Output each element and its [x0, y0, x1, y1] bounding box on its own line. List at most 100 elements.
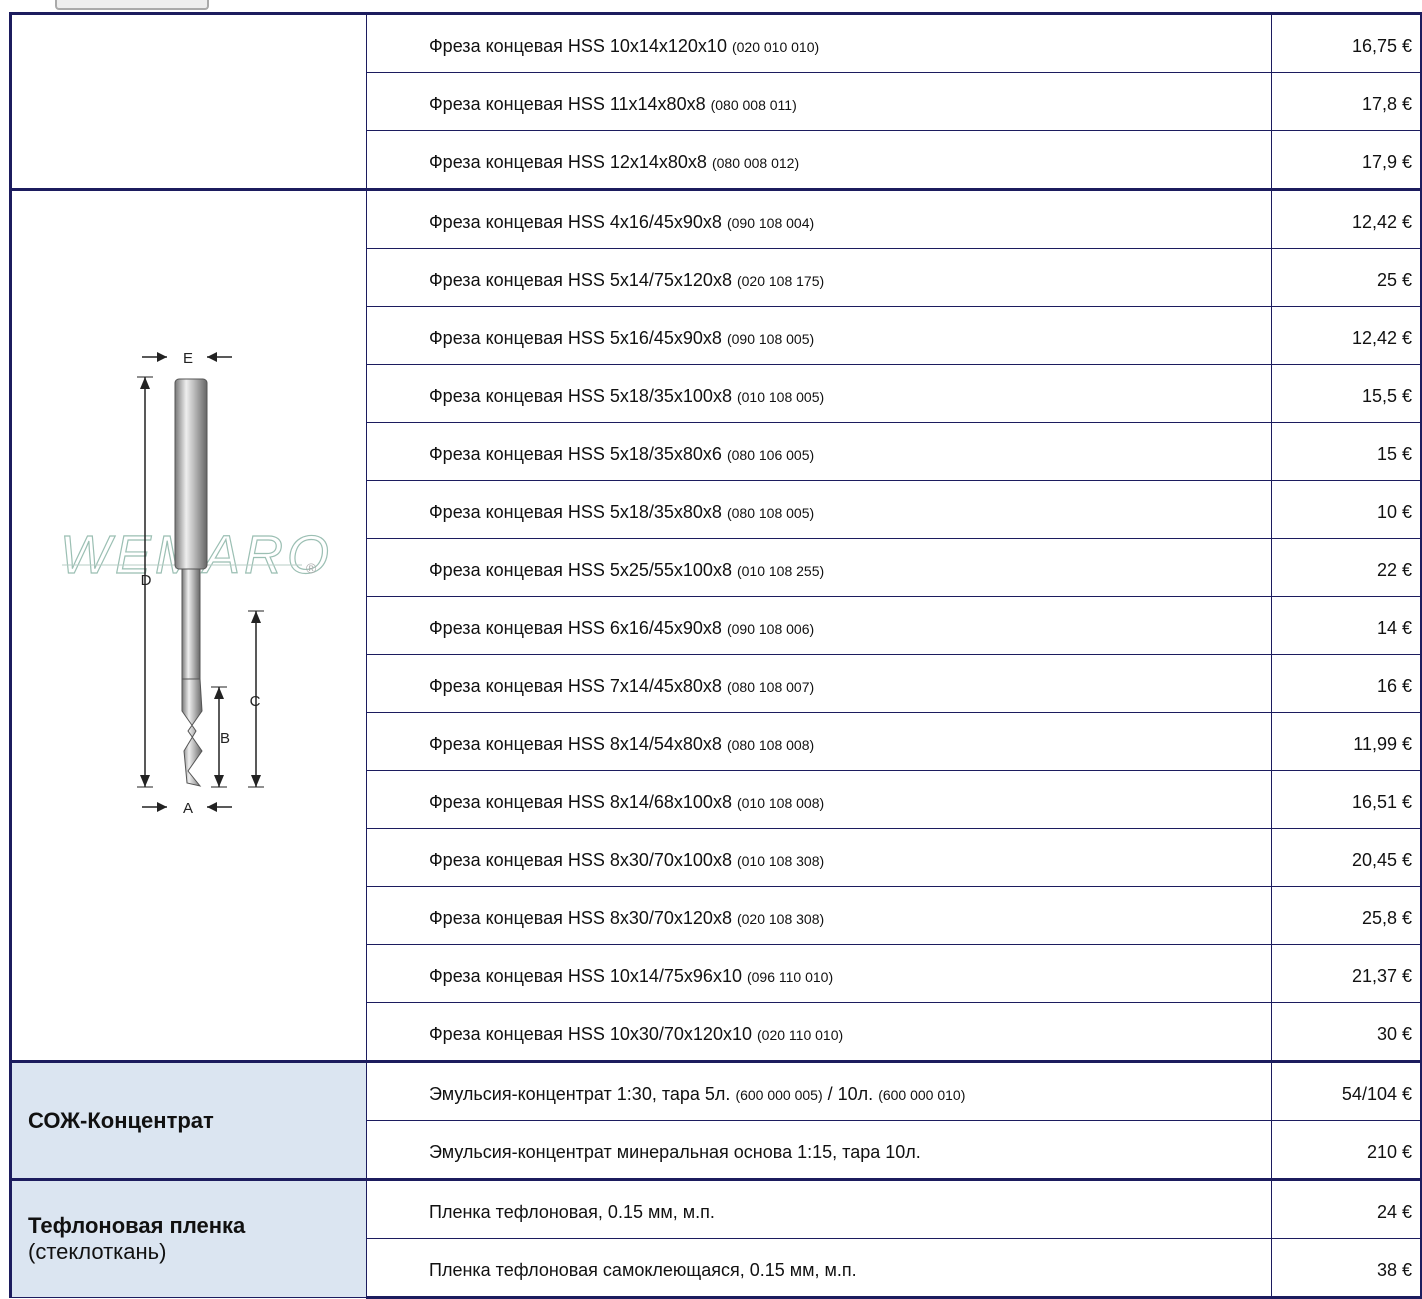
item-name: Фреза концевая HSS 8x30/70x120x8	[429, 908, 732, 928]
item-code: (020 010 010)	[731, 39, 820, 55]
item-name: Фреза концевая HSS 5x18/35x80x8	[429, 502, 722, 522]
item-price: 15,5 €	[1271, 364, 1422, 423]
item-code: (020 108 175)	[736, 273, 825, 289]
dim-label: D	[141, 572, 152, 589]
item-code: (080 008 012)	[711, 155, 800, 171]
item-description: Фреза концевая HSS 5x25/55x100x8 (010 10…	[366, 538, 1272, 597]
group-cell	[9, 12, 367, 190]
item-name: / 10л.	[827, 1084, 874, 1104]
item-name: Фреза концевая HSS 5x25/55x100x8	[429, 560, 732, 580]
item-description: Эмульсия-концентрат минеральная основа 1…	[366, 1120, 1272, 1180]
item-code: (080 108 005)	[726, 505, 815, 521]
item-name: Пленка тефлоновая, 0.15 мм, м.п.	[429, 1202, 715, 1222]
item-price: 16 €	[1271, 654, 1422, 713]
item-price: 15 €	[1271, 422, 1422, 481]
table-row: Фреза концевая HSS 12x14x80x8 (080 008 0…	[11, 130, 1422, 190]
item-description: Фреза концевая HSS 8x30/70x100x8 (010 10…	[366, 828, 1272, 887]
item-price: 12,42 €	[1271, 306, 1422, 365]
item-name: Фреза концевая HSS 8x30/70x100x8	[429, 850, 732, 870]
item-price: 14 €	[1271, 596, 1422, 655]
arrow	[140, 377, 150, 389]
arrow	[251, 611, 261, 623]
item-name: Эмульсия-концентрат минеральная основа 1…	[429, 1142, 921, 1162]
item-description: Фреза концевая HSS 5x16/45x90x8 (090 108…	[366, 306, 1272, 365]
item-code: (020 110 010)	[757, 1027, 844, 1043]
item-description: Фреза концевая HSS 6x16/45x90x8 (090 108…	[366, 596, 1272, 655]
table-row: Фреза концевая HSS 6x16/45x90x8 (090 108…	[11, 596, 1422, 655]
table-row: Фреза концевая HSS 5x16/45x90x8 (090 108…	[11, 306, 1422, 365]
arrow	[140, 775, 150, 787]
table-row: Фреза концевая HSS 5x18/35x80x6 (080 106…	[11, 422, 1422, 481]
item-price: 16,75 €	[1271, 12, 1422, 73]
table-row: Фреза концевая HSS 8x14/68x100x8 (010 10…	[11, 770, 1422, 829]
item-price: 38 €	[1271, 1238, 1422, 1299]
item-code: (010 108 008)	[736, 795, 825, 811]
item-description: Фреза концевая HSS 7x14/45x80x8 (080 108…	[366, 654, 1272, 713]
tab-decoration	[55, 0, 209, 10]
item-description: Фреза концевая HSS 10x30/70x120x10 (020 …	[366, 1002, 1272, 1062]
item-price: 25,8 €	[1271, 886, 1422, 945]
item-code: (010 108 308)	[736, 853, 825, 869]
item-name: Эмульсия-концентрат 1:30, тара 5л.	[429, 1084, 731, 1104]
item-name: Фреза концевая HSS 10x14/75x96x10	[429, 966, 742, 986]
table-row: Фреза концевая HSS 11x14x80x8 (080 008 0…	[11, 72, 1422, 131]
item-description: Фреза концевая HSS 8x14/54x80x8 (080 108…	[366, 712, 1272, 771]
page: Фреза концевая HSS 10x14x120x10 (020 010…	[9, 0, 1422, 1299]
item-price: 54/104 €	[1271, 1060, 1422, 1121]
item-description: Эмульсия-концентрат 1:30, тара 5л. (600 …	[366, 1060, 1272, 1121]
item-price: 12,42 €	[1271, 188, 1422, 249]
item-name: Фреза концевая HSS 8x14/54x80x8	[429, 734, 722, 754]
item-code: (010 108 255)	[736, 563, 825, 579]
item-code: (600 000 010)	[878, 1087, 966, 1103]
table-row: Фреза концевая HSS 8x30/70x100x8 (010 10…	[11, 828, 1422, 887]
item-code: (080 106 005)	[726, 447, 815, 463]
item-price: 17,8 €	[1271, 72, 1422, 131]
item-code: (080 108 008)	[726, 737, 815, 753]
item-description: Пленка тефлоновая самоклеющаяся, 0.15 мм…	[366, 1238, 1272, 1299]
item-code: (096 110 010)	[746, 969, 834, 985]
table-row: Фреза концевая HSS 8x30/70x120x8 (020 10…	[11, 886, 1422, 945]
dim-label: E	[183, 350, 193, 367]
table-row: СОЖ-Концентрат Эмульсия-концентрат 1:30, …	[9, 1060, 1422, 1180]
arrow	[157, 802, 167, 812]
item-price: 22 €	[1271, 538, 1422, 597]
registered-mark: ®	[306, 560, 317, 576]
table-row: Фреза концевая HSS 5x18/35x80x8 (080 108…	[11, 480, 1422, 539]
item-description: Фреза концевая HSS 12x14x80x8 (080 008 0…	[366, 130, 1272, 190]
table-row: Тефлоновая пленка (стеклоткань) Пленка теф…	[9, 1178, 1422, 1298]
item-price: 10 €	[1271, 480, 1422, 539]
item-description: Фреза концевая HSS 10x14x120x10 (020 010…	[366, 12, 1272, 73]
price-table: Фреза концевая HSS 10x14x120x10 (020 010…	[9, 12, 1422, 1299]
item-description: Фреза концевая HSS 8x14/68x100x8 (010 10…	[366, 770, 1272, 829]
item-price: 25 €	[1271, 248, 1422, 307]
table-row: Фреза концевая HSS 10x14/75x96x10 (096 1…	[11, 944, 1422, 1003]
item-description: Фреза концевая HSS 11x14x80x8 (080 008 0…	[366, 72, 1272, 131]
item-description: Фреза концевая HSS 4x16/45x90x8 (090 108…	[366, 188, 1272, 249]
item-name: Фреза концевая HSS 5x18/35x80x6	[429, 444, 722, 464]
group-label: СОЖ-Концентрат	[28, 1107, 214, 1133]
group-cell: СОЖ-Концентрат	[9, 1060, 367, 1180]
item-description: Фреза концевая HSS 5x18/35x80x8 (080 108…	[366, 480, 1272, 539]
arrow	[207, 352, 217, 362]
table-row: Фреза концевая HSS 5x14/75x120x8 (020 10…	[11, 248, 1422, 307]
item-code: (090 108 004)	[726, 215, 815, 231]
table-row: Фреза концевая HSS 10x30/70x120x10 (020 …	[11, 1002, 1422, 1062]
item-description: Фреза концевая HSS 5x14/75x120x8 (020 10…	[366, 248, 1272, 307]
item-name: Фреза концевая HSS 11x14x80x8	[429, 94, 706, 114]
dim-label: C	[250, 693, 261, 710]
table-row: Фреза концевая HSS 10x14x120x10 (020 010…	[9, 12, 1422, 190]
group-sublabel: (стеклоткань)	[28, 1239, 167, 1264]
flute	[181, 678, 203, 787]
item-name: Фреза концевая HSS 5x14/75x120x8	[429, 270, 732, 290]
item-price: 20,45 €	[1271, 828, 1422, 887]
item-code: (080 008 011)	[710, 97, 797, 113]
arrow	[214, 775, 224, 787]
dim-label: A	[183, 800, 193, 817]
item-name: Фреза концевая HSS 8x14/68x100x8	[429, 792, 732, 812]
item-code: (020 108 308)	[736, 911, 825, 927]
item-description: Фреза концевая HSS 5x18/35x80x6 (080 106…	[366, 422, 1272, 481]
item-code: (010 108 005)	[736, 389, 825, 405]
item-description: Пленка тефлоновая, 0.15 мм, м.п.	[366, 1178, 1272, 1239]
